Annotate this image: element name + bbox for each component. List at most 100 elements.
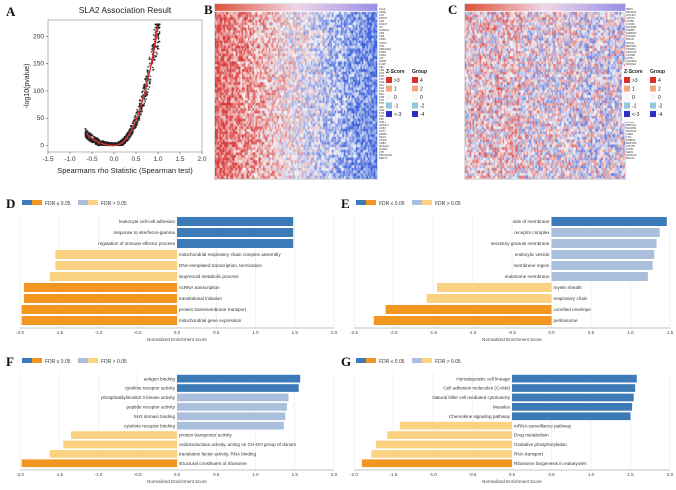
legend-swatch-nonsig-neg xyxy=(88,200,98,205)
data-point xyxy=(141,91,143,94)
data-point xyxy=(88,132,90,135)
bar-label: response to interferon-gamma xyxy=(113,230,175,235)
bar xyxy=(376,440,512,449)
legend-zscore-swatch xyxy=(624,77,630,83)
gene-label: LCK xyxy=(379,14,385,18)
data-point xyxy=(130,124,132,127)
gene-label: NDUFS5 xyxy=(626,50,637,54)
bar-label: endocytic vesicle xyxy=(515,252,550,257)
x-axis-label: Normalized Enrichment Score xyxy=(147,337,207,342)
legend-zscore-title: Z-Score xyxy=(386,69,405,75)
highlight-point xyxy=(155,30,158,33)
x-tick-label: -0.5 xyxy=(469,472,477,477)
x-axis-label: Normalized Enrichment Score xyxy=(147,479,207,484)
data-point xyxy=(155,51,158,54)
gene-label: ZAP70 xyxy=(379,17,387,21)
gene-label: LTB xyxy=(379,151,384,155)
data-point xyxy=(156,53,159,55)
legend-swatch-nonsig xyxy=(78,358,88,363)
gene-label: CD96 xyxy=(379,38,386,42)
gene-label: NDUFB1 xyxy=(626,126,637,130)
y-tick-label: 50 xyxy=(37,115,45,122)
legend-zscore-swatch xyxy=(624,102,630,109)
x-tick-label: 0.5 xyxy=(588,330,595,335)
x-tick-label: -1.5 xyxy=(429,330,437,335)
gene-label: CD48 xyxy=(379,81,386,85)
heatmap-b-canvas xyxy=(215,4,377,179)
bar xyxy=(437,283,552,292)
data-point xyxy=(157,34,160,37)
data-point xyxy=(138,117,140,120)
heatmap-c-legend: Z-Score Group >3 4 1 2 0 0 -1 -2 <-3 -4 xyxy=(622,66,672,122)
y-tick-label: 150 xyxy=(33,61,44,68)
legend-swatch-nonsig-neg xyxy=(88,358,98,363)
data-point xyxy=(129,135,131,138)
bar xyxy=(177,217,294,226)
gene-label: SEM1 xyxy=(626,151,634,155)
bar xyxy=(23,283,178,292)
legend-group-label: 4 xyxy=(658,78,661,84)
gene-label: ACAP1 xyxy=(379,148,388,152)
bar-label: Oxidative phosphorylation xyxy=(514,442,567,447)
gene-label: ATP5J xyxy=(626,56,634,60)
gene-label: SPN xyxy=(379,114,385,118)
data-point xyxy=(145,98,147,100)
data-point xyxy=(99,144,102,147)
bar xyxy=(49,272,177,281)
bar-label: ncRNA transcription xyxy=(179,285,220,290)
highlight-point xyxy=(150,62,153,65)
data-point xyxy=(143,98,146,101)
data-point xyxy=(139,99,142,102)
highlight-point xyxy=(156,25,159,28)
x-tick-label: 2.0 xyxy=(667,472,674,477)
gene-label: NDUFA1 xyxy=(626,62,637,66)
x-tick-label: -1.0 xyxy=(429,472,437,477)
gene-label: COX6C xyxy=(626,23,635,27)
gene-label: TXN xyxy=(626,135,632,139)
legend-group-swatch xyxy=(412,77,418,83)
legend-zscore-label: -1 xyxy=(632,104,637,110)
gene-label: MRPL51 xyxy=(626,123,637,127)
data-point xyxy=(154,23,157,26)
bar-label: receptor complex xyxy=(514,230,550,235)
x-tick-label: 0.5 xyxy=(213,330,220,335)
y-tick-label: 200 xyxy=(33,33,44,40)
bar-label: antigen binding xyxy=(144,376,176,381)
legend-group-swatch xyxy=(412,85,418,92)
data-point xyxy=(156,41,159,44)
legend-zscore-swatch xyxy=(386,94,392,100)
bar-label: protein transporter activity xyxy=(179,433,233,438)
panel-label-c: C xyxy=(448,2,458,17)
gene-label: POLR2L xyxy=(626,35,636,39)
legend-group-swatch xyxy=(650,77,656,83)
gene-label: LAT xyxy=(379,56,384,60)
data-point xyxy=(134,116,137,118)
legend-group-label: -4 xyxy=(420,112,425,118)
data-point xyxy=(86,130,89,133)
legend-group-title: Group xyxy=(412,69,427,75)
panel-label-g: G xyxy=(341,354,352,369)
legend-zscore-swatch xyxy=(624,94,630,100)
panel-b-heatmap xyxy=(214,3,378,180)
legend-swatch-nonsig-neg xyxy=(422,200,432,205)
gene-label: TBC1D10C xyxy=(379,154,393,158)
data-point xyxy=(134,126,137,129)
legend-zscore-label: 1 xyxy=(632,87,635,93)
gene-label: MRPS33 xyxy=(626,142,637,146)
bar-label: myelin sheath xyxy=(554,285,583,290)
data-point xyxy=(141,110,143,113)
gene-label: RASAL3 xyxy=(379,145,389,149)
data-point xyxy=(153,28,156,31)
bar-label: translational initiation xyxy=(179,296,222,301)
data-point xyxy=(152,68,155,71)
x-tick-label: 1.5 xyxy=(292,330,299,335)
gene-label: SLA2 xyxy=(379,8,386,11)
data-point xyxy=(145,80,147,83)
data-point xyxy=(136,108,138,111)
bar xyxy=(177,403,287,411)
legend-group-swatch xyxy=(650,111,656,117)
gene-label: SASH3 xyxy=(379,87,388,91)
legend-zscore-swatch xyxy=(386,77,392,83)
gene-label: CD3D xyxy=(379,50,387,54)
x-axis-label: Spearmans rho Statistic (Spearman test) xyxy=(57,166,193,175)
